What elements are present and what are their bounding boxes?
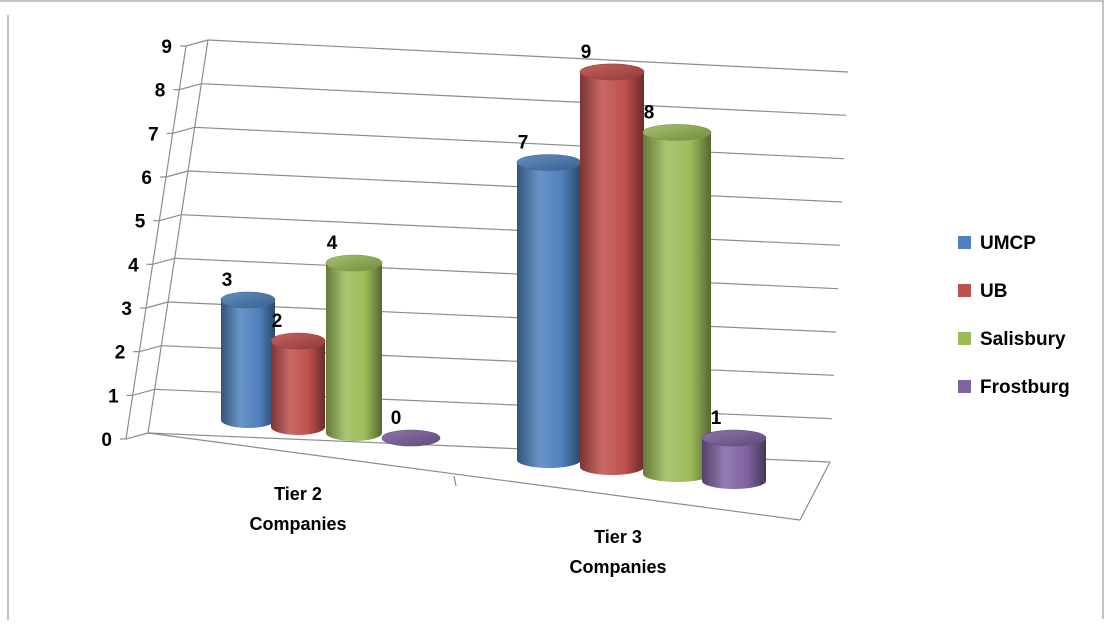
- floor-right-edge: [799, 461, 831, 521]
- y-tick-label: 7: [148, 124, 159, 145]
- wall-gridline: [167, 301, 837, 333]
- wall-gridline-left: [159, 214, 182, 222]
- bar-frostburg-tier-3: [701, 429, 767, 489]
- back-wall-left-edge: [147, 39, 209, 434]
- legend-item-salisbury: Salisbury: [958, 329, 1066, 350]
- wall-gridline: [194, 126, 845, 160]
- data-label: 8: [644, 102, 655, 123]
- y-tick-label: 9: [161, 37, 172, 58]
- legend-label: UMCP: [980, 233, 1036, 254]
- wall-gridline-left: [185, 39, 209, 47]
- y-tick-label: 4: [128, 255, 139, 276]
- bar-top: [381, 429, 441, 447]
- bar-ub-tier-2: [270, 332, 326, 435]
- bar-body: [517, 162, 581, 468]
- wall-gridline: [174, 257, 839, 290]
- bar-body: [580, 71, 644, 476]
- wall-gridline-left: [132, 388, 155, 396]
- wall-gridline-left: [165, 170, 189, 178]
- wall-gridline: [187, 170, 843, 203]
- bar-umcp-tier-3: [516, 154, 582, 468]
- y-tick-label: 8: [155, 81, 166, 102]
- data-label: 1: [711, 408, 722, 429]
- floor-front-edge: [147, 432, 801, 521]
- bar-salisbury-tier-3: [642, 124, 712, 482]
- legend-label: Frostburg: [980, 377, 1070, 398]
- wall-gridline: [207, 39, 849, 73]
- y-tick-label: 6: [141, 168, 152, 189]
- wall-gridline-left: [172, 126, 195, 134]
- bar-body: [326, 263, 382, 441]
- wall-gridline-left: [145, 301, 169, 309]
- y-tick-label: 3: [121, 299, 132, 320]
- category-label: Tier 2 Companies: [249, 484, 346, 534]
- y-tick-label: 2: [115, 343, 126, 364]
- bar-top: [642, 124, 712, 141]
- wall-gridline: [181, 214, 841, 246]
- data-label: 2: [272, 311, 283, 332]
- data-label: 0: [391, 408, 402, 429]
- bar-ub-tier-3: [579, 63, 645, 476]
- legend-swatch: [958, 236, 971, 249]
- bar-body: [271, 341, 325, 435]
- y-tick-label: 1: [108, 386, 119, 407]
- bar-umcp-tier-2: [220, 291, 276, 428]
- bar-body: [702, 438, 766, 489]
- y-tick-label: 5: [135, 212, 146, 233]
- category-label: Tier 3 Companies: [569, 527, 666, 577]
- bar-salisbury-tier-2: [325, 254, 383, 441]
- y-axis-line: [125, 45, 187, 440]
- legend-swatch: [958, 380, 971, 393]
- bar-top: [579, 63, 645, 81]
- legend-item-frostburg: Frostburg: [958, 377, 1070, 398]
- category-divider-tick: [453, 475, 457, 487]
- legend-label: Salisbury: [980, 329, 1066, 350]
- bar-top: [325, 254, 383, 272]
- wall-gridline-left: [179, 83, 202, 91]
- legend-label: UB: [980, 281, 1007, 302]
- bar-frostburg-tier-2: [381, 429, 441, 447]
- bar-top: [516, 154, 582, 171]
- data-label: 7: [518, 133, 529, 154]
- legend-item-ub: UB: [958, 281, 1007, 302]
- wall-gridline-left: [152, 257, 175, 265]
- bar-body: [221, 300, 275, 428]
- bar-top: [270, 332, 326, 350]
- bar-top: [220, 291, 276, 309]
- data-label: 4: [327, 233, 338, 254]
- bar-body: [643, 132, 711, 482]
- wall-gridline: [201, 83, 847, 116]
- legend-swatch: [958, 284, 971, 297]
- data-label: 3: [222, 270, 233, 291]
- wall-gridline-left: [125, 432, 149, 440]
- bar-top: [701, 429, 767, 447]
- legend-item-umcp: UMCP: [958, 233, 1036, 254]
- wall-gridline-left: [139, 345, 162, 353]
- data-label: 9: [581, 42, 592, 63]
- y-tick-label: 0: [101, 430, 112, 451]
- legend-swatch: [958, 332, 971, 345]
